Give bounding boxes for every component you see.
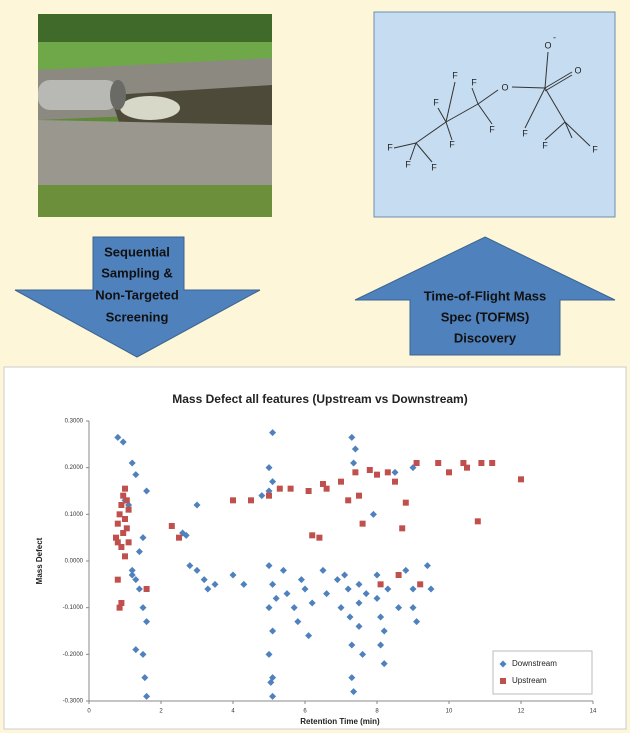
y-tick-label: -0.3000	[63, 699, 84, 705]
arrow-text: Screening	[106, 309, 169, 324]
square-marker	[435, 460, 441, 466]
atom-label: O	[544, 40, 551, 50]
square-marker	[115, 577, 121, 583]
square-marker	[489, 460, 495, 466]
square-marker	[118, 600, 124, 606]
square-marker	[385, 469, 391, 475]
atom-label: F	[433, 97, 439, 107]
x-tick-label: 14	[590, 709, 597, 715]
photo	[38, 14, 272, 217]
molecule-panel	[374, 12, 615, 217]
atom-label: F	[431, 162, 437, 172]
atom-label: F	[449, 139, 455, 149]
arrow-text: Sampling &	[101, 265, 173, 280]
atom-label: O	[574, 65, 581, 75]
square-marker	[266, 493, 272, 499]
arrow-text: Discovery	[454, 330, 517, 345]
square-marker	[288, 486, 294, 492]
arrow-text: Time-of-Flight Mass	[424, 288, 547, 303]
arrow-text: Sequential	[104, 244, 170, 259]
atom-label: F	[471, 77, 477, 87]
atom-label: F	[452, 70, 458, 80]
atom-label: O	[501, 82, 508, 92]
square-marker	[345, 497, 351, 503]
square-marker	[126, 507, 132, 513]
square-marker	[124, 525, 130, 531]
square-marker	[356, 493, 362, 499]
square-marker	[464, 465, 470, 471]
y-tick-label: 0.3000	[65, 419, 84, 425]
square-marker	[403, 500, 409, 506]
legend-label: Downstream	[512, 659, 557, 668]
arrow-text: Spec (TOFMS)	[441, 309, 530, 324]
square-marker	[118, 544, 124, 550]
y-tick-label: -0.1000	[63, 605, 84, 611]
atom-label: F	[405, 159, 411, 169]
square-marker	[122, 486, 128, 492]
legend-label: Upstream	[512, 676, 547, 685]
square-marker	[367, 467, 373, 473]
square-marker	[478, 460, 484, 466]
square-marker	[124, 497, 130, 503]
graphical-abstract: Mass Defect all features (Upstream vs Do…	[0, 0, 630, 733]
square-marker	[176, 535, 182, 541]
square-marker	[378, 581, 384, 587]
x-axis-label: Retention Time (min)	[300, 717, 380, 726]
square-marker	[360, 521, 366, 527]
square-marker	[392, 479, 398, 485]
square-marker	[352, 469, 358, 475]
chart-title: Mass Defect all features (Upstream vs Do…	[172, 392, 467, 406]
y-tick-label: 0.0000	[65, 559, 84, 565]
square-marker	[118, 502, 124, 508]
y-tick-label: 0.1000	[65, 512, 84, 518]
square-marker	[115, 521, 121, 527]
square-marker	[309, 532, 315, 538]
square-marker	[374, 472, 380, 478]
arrow-text: Non-Targeted	[95, 287, 179, 302]
y-axis-label: Mass Defect	[35, 537, 44, 584]
square-marker	[306, 488, 312, 494]
legend	[493, 651, 592, 694]
square-marker	[475, 518, 481, 524]
atom-label: F	[592, 144, 598, 154]
square-marker	[446, 469, 452, 475]
square-marker	[277, 486, 283, 492]
atom-label: F	[542, 140, 548, 150]
square-marker	[248, 497, 254, 503]
square-marker	[500, 678, 506, 684]
square-marker	[316, 535, 322, 541]
atom-label: F	[522, 128, 528, 138]
square-marker	[417, 581, 423, 587]
square-marker	[399, 525, 405, 531]
square-marker	[324, 486, 330, 492]
square-marker	[396, 572, 402, 578]
square-marker	[230, 497, 236, 503]
square-marker	[126, 539, 132, 545]
charge-label: -	[553, 32, 556, 42]
square-marker	[117, 511, 123, 517]
atom-label: F	[489, 124, 495, 134]
x-tick-label: 12	[518, 709, 525, 715]
square-marker	[414, 460, 420, 466]
square-marker	[144, 586, 150, 592]
square-marker	[518, 476, 524, 482]
square-marker	[122, 553, 128, 559]
square-marker	[169, 523, 175, 529]
y-tick-label: -0.2000	[63, 652, 84, 658]
square-marker	[122, 516, 128, 522]
atom-label: F	[387, 142, 393, 152]
square-marker	[338, 479, 344, 485]
y-tick-label: 0.2000	[65, 465, 84, 471]
x-tick-label: 10	[446, 709, 453, 715]
